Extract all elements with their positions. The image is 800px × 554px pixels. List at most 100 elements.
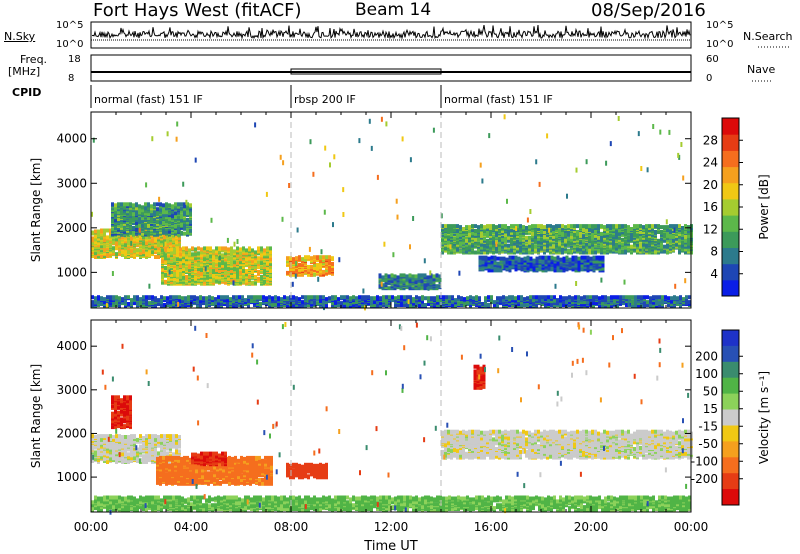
echo-cell	[624, 224, 627, 229]
echo-cell	[550, 255, 554, 260]
echo-cell	[141, 205, 144, 210]
echo-cell	[595, 259, 599, 264]
echo-cell	[114, 210, 117, 215]
echo-cell	[211, 296, 214, 301]
echo-cell	[173, 276, 176, 281]
echo-cell	[645, 224, 648, 229]
echo-cell	[316, 301, 319, 306]
echo-cell	[417, 283, 421, 288]
echo-cell	[592, 255, 596, 260]
echo-cell	[541, 255, 545, 260]
echo-cell	[669, 239, 672, 244]
echo-cell	[684, 237, 687, 242]
echo-cell	[166, 296, 169, 301]
echo-cell	[162, 227, 165, 232]
echo-cell	[589, 261, 593, 266]
echo-cell	[384, 273, 388, 278]
echo-cell	[100, 228, 103, 233]
echo-cell	[109, 228, 112, 233]
echo-cell	[349, 296, 352, 301]
echo-cell	[154, 255, 157, 259]
echo-cell	[260, 256, 263, 261]
echo-cell	[379, 296, 382, 301]
echo-cell	[612, 224, 615, 229]
echo-cell	[269, 272, 272, 277]
echo-cell	[403, 295, 406, 300]
echo-cell	[325, 261, 328, 266]
echo-cell	[117, 210, 120, 215]
echo-cell	[322, 269, 325, 274]
echo-cell	[227, 247, 230, 252]
echo-cell	[648, 247, 651, 252]
echo-cell	[145, 251, 148, 256]
echo-cell	[141, 219, 144, 223]
echo-cell	[373, 303, 376, 307]
echo-cell	[316, 255, 319, 260]
echo-cell	[109, 234, 112, 239]
echo-cell	[200, 247, 203, 252]
echo-cell	[257, 260, 260, 265]
echo-cell	[151, 250, 154, 255]
echo-cell	[100, 254, 103, 258]
echo-cell	[400, 301, 403, 306]
echo-cell	[669, 224, 672, 229]
echo-cell	[268, 295, 271, 300]
echo-cell	[227, 276, 230, 281]
echo-cell	[310, 295, 313, 300]
echo-cell	[167, 276, 170, 281]
echo-cell	[630, 227, 633, 231]
echo-cell	[618, 240, 621, 245]
echo-cell	[136, 248, 139, 253]
echo-cell	[547, 266, 551, 271]
echo-cell	[529, 264, 533, 269]
echo-cell	[97, 229, 100, 234]
echo-cell	[496, 256, 500, 261]
echo-cell	[666, 233, 669, 238]
echo-cell	[508, 268, 512, 273]
echo-cell	[397, 295, 400, 300]
echo-cell	[136, 238, 139, 243]
echo-cell	[135, 202, 138, 207]
echo-cell	[106, 228, 109, 233]
echo-cell	[156, 207, 159, 212]
echo-cell	[129, 220, 132, 224]
echo-cell	[513, 235, 516, 240]
echo-region	[286, 255, 334, 277]
echo-cell	[510, 247, 513, 252]
echo-cell	[379, 301, 382, 306]
echo-cell	[474, 224, 477, 229]
echo-cell	[393, 274, 397, 279]
echo-cell	[173, 261, 176, 266]
echo-cell	[630, 231, 633, 236]
echo-cell	[579, 233, 582, 238]
echo-cell	[265, 296, 268, 301]
echo-cell	[544, 255, 548, 260]
echo-cell	[135, 221, 138, 225]
echo-cell	[127, 238, 130, 243]
echo-cell	[295, 300, 298, 305]
echo-cell	[441, 224, 444, 229]
echo-cell	[450, 232, 453, 237]
echo-cell	[121, 253, 124, 257]
echo-cell	[226, 295, 229, 300]
echo-cell	[257, 270, 260, 274]
echo-cell	[227, 255, 230, 260]
echo-cell	[286, 296, 289, 301]
echo-cell	[409, 300, 412, 305]
echo-cell	[147, 223, 150, 228]
echo-cell	[453, 244, 456, 249]
echo-cell	[135, 212, 138, 217]
echo-cell	[226, 304, 229, 308]
echo-cell	[540, 236, 543, 241]
echo-cell	[663, 225, 666, 230]
echo-cell	[579, 230, 582, 235]
echo-cell	[490, 259, 494, 264]
echo-cell	[381, 275, 385, 280]
echo-cell	[171, 214, 174, 219]
echo-cell	[236, 246, 239, 251]
echo-cell	[117, 202, 120, 207]
echo-cell	[144, 223, 147, 228]
echo-cell	[477, 241, 480, 246]
echo-cell	[471, 224, 474, 229]
echo-cell	[370, 299, 373, 304]
